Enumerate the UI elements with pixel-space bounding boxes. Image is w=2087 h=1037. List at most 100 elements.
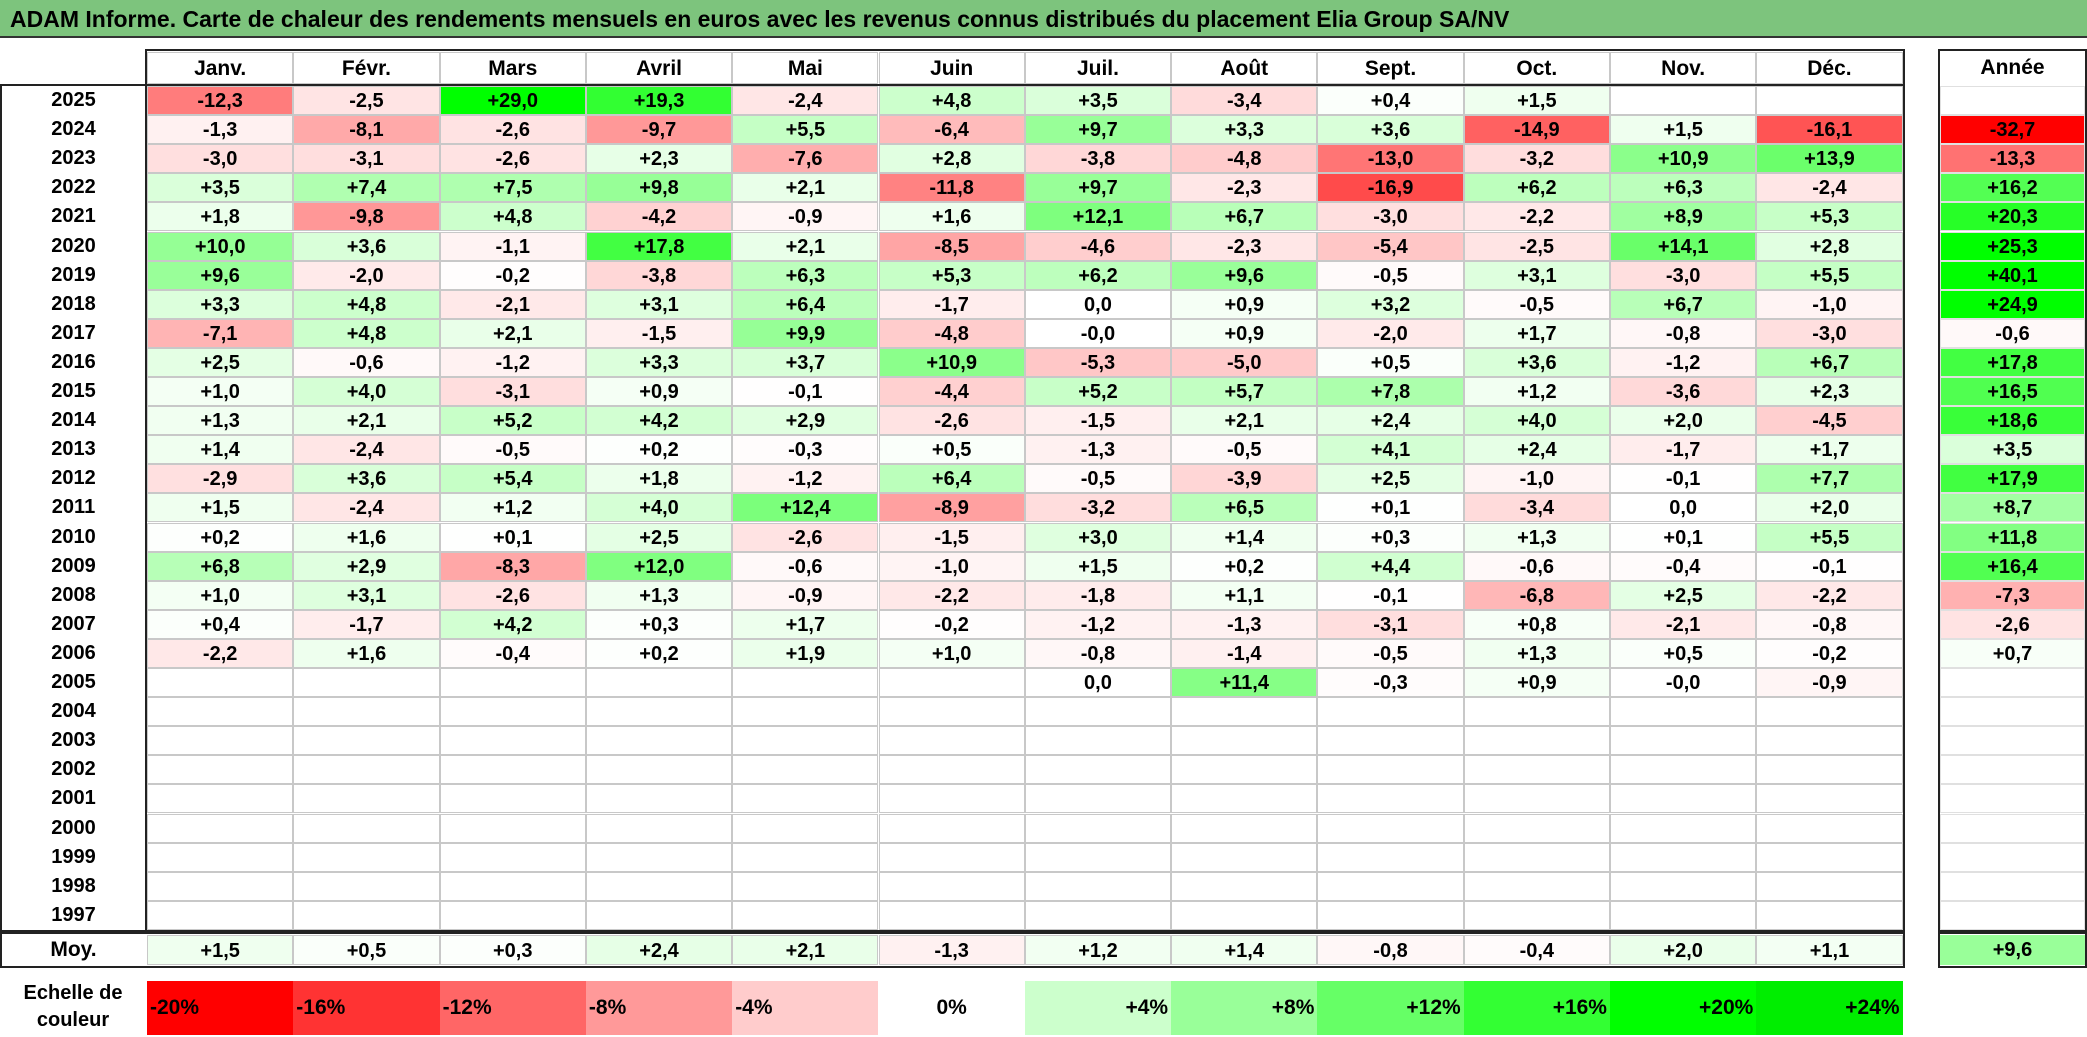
- heatmap-cell: +1,8: [147, 202, 294, 232]
- heatmap-cell: -3,8: [585, 260, 733, 290]
- heatmap-cell: -8,1: [293, 115, 440, 145]
- heatmap-cell: [585, 697, 733, 727]
- heatmap-cell: [293, 697, 440, 727]
- heatmap-cell: [1610, 813, 1757, 843]
- year-label: 2000: [51, 816, 96, 839]
- heatmap-cell: +6,7: [1171, 202, 1318, 232]
- heatmap-cell: -4,8: [1171, 144, 1318, 174]
- heatmap-cell: [878, 668, 1025, 698]
- heatmap-cell: [1463, 755, 1610, 785]
- heatmap-cell: +6,3: [732, 260, 879, 290]
- heatmap-cell: -2,5: [1463, 231, 1610, 261]
- heatmap-cell: +2,4: [1317, 406, 1464, 436]
- heatmap-cell: +9,8: [585, 173, 733, 203]
- heatmap-cell: +2,8: [878, 144, 1025, 174]
- heatmap-cell: +9,7: [1024, 173, 1172, 203]
- heatmap-cell: [1171, 900, 1318, 930]
- annual-cell: +20,3: [1940, 202, 2085, 232]
- heatmap-cell: [732, 871, 879, 901]
- heatmap-cell: +5,5: [1756, 522, 1903, 552]
- average-cell: +1,1: [1756, 935, 1903, 965]
- heatmap-cell: +5,2: [1024, 377, 1172, 407]
- heatmap-cell: [1317, 900, 1464, 930]
- annual-cell: +25,3: [1940, 231, 2085, 261]
- heatmap-cell: [1756, 900, 1903, 930]
- heatmap-cell: +2,1: [732, 231, 879, 261]
- year-label: 2010: [51, 525, 96, 548]
- heatmap-cell: -0,6: [732, 551, 879, 581]
- heatmap-cell: [585, 813, 733, 843]
- heatmap-cell: -1,0: [1756, 289, 1903, 319]
- heatmap-cell: +10,9: [1610, 144, 1757, 174]
- heatmap-cell: -3,1: [1317, 609, 1464, 639]
- heatmap-cell: [1024, 697, 1172, 727]
- heatmap-cell: [1317, 697, 1464, 727]
- heatmap-cell: +6,4: [878, 464, 1025, 494]
- heatmap-cell: -4,8: [878, 318, 1025, 348]
- year-label: 2021: [51, 205, 96, 228]
- heatmap-cell: [878, 726, 1025, 756]
- heatmap-cell: [1171, 726, 1318, 756]
- heatmap-cell: -1,3: [1171, 609, 1318, 639]
- heatmap-cell: [1610, 784, 1757, 814]
- heatmap-cell: -16,1: [1756, 115, 1903, 145]
- heatmap-cell: +6,5: [1171, 493, 1318, 523]
- average-cell: +0,3: [439, 935, 586, 965]
- heatmap-cell: +1,4: [147, 435, 294, 465]
- heatmap-cell: [732, 755, 879, 785]
- heatmap-cell: [147, 755, 294, 785]
- heatmap-cell: +6,2: [1024, 260, 1172, 290]
- heatmap-cell: [732, 784, 879, 814]
- heatmap-cell: -1,2: [1024, 609, 1172, 639]
- heatmap-cell: [1317, 784, 1464, 814]
- heatmap-cell: [1463, 697, 1610, 727]
- heatmap-cell: +2,3: [585, 144, 733, 174]
- heatmap-cell: +4,4: [1317, 551, 1464, 581]
- heatmap-cell: [439, 842, 586, 872]
- heatmap-cell: +2,1: [1171, 406, 1318, 436]
- heatmap-cell: -3,1: [293, 144, 440, 174]
- average-cell: +1,4: [1171, 935, 1318, 965]
- heatmap-cell: -2,5: [293, 86, 440, 116]
- year-column-header: Année: [1980, 56, 2045, 79]
- heatmap-cell: [1463, 842, 1610, 872]
- heatmap-cell: [585, 871, 733, 901]
- heatmap-cell: [1756, 871, 1903, 901]
- annual-cell: +16,4: [1940, 551, 2085, 581]
- heatmap-cell: +3,3: [147, 289, 294, 319]
- heatmap-cell: +2,5: [147, 347, 294, 377]
- heatmap-cell: [585, 755, 733, 785]
- heatmap-cell: -0,9: [732, 580, 879, 610]
- heatmap-cell: -0,2: [439, 260, 586, 290]
- heatmap-cell: +5,5: [732, 115, 879, 145]
- heatmap-cell: [878, 813, 1025, 843]
- month-header: Janv.: [147, 52, 294, 84]
- heatmap-cell: -0,1: [1756, 551, 1903, 581]
- color-scale-label: Echelle de couleur: [23, 982, 123, 1031]
- annual-cell: [1940, 668, 2085, 698]
- heatmap-cell: +12,0: [585, 551, 733, 581]
- heatmap-cell: +3,3: [585, 347, 733, 377]
- heatmap-cell: +7,8: [1317, 377, 1464, 407]
- heatmap-cell: +1,0: [147, 377, 294, 407]
- heatmap-cell: [1317, 726, 1464, 756]
- heatmap-cell: [1463, 784, 1610, 814]
- year-label: 2014: [51, 409, 96, 432]
- heatmap-cell: +5,5: [1756, 260, 1903, 290]
- heatmap-cell: +3,1: [585, 289, 733, 319]
- heatmap-cell: -11,8: [878, 173, 1025, 203]
- heatmap-cell: [1756, 86, 1903, 116]
- year-label: 2019: [51, 263, 96, 286]
- color-scale-step: -20%: [147, 981, 294, 1035]
- annual-average-cell: +9,6: [1940, 935, 2085, 965]
- month-header: Févr.: [293, 52, 440, 84]
- heatmap-cell: -2,1: [1610, 609, 1757, 639]
- heatmap-cell: +2,9: [293, 551, 440, 581]
- month-header: Juil.: [1024, 52, 1172, 84]
- heatmap-cell: [1610, 697, 1757, 727]
- heatmap-cell: -0,0: [1024, 318, 1172, 348]
- heatmap-cell: +4,8: [293, 318, 440, 348]
- heatmap-cell: +3,6: [293, 464, 440, 494]
- heatmap-cell: -1,3: [147, 115, 294, 145]
- heatmap-cell: -3,2: [1024, 493, 1172, 523]
